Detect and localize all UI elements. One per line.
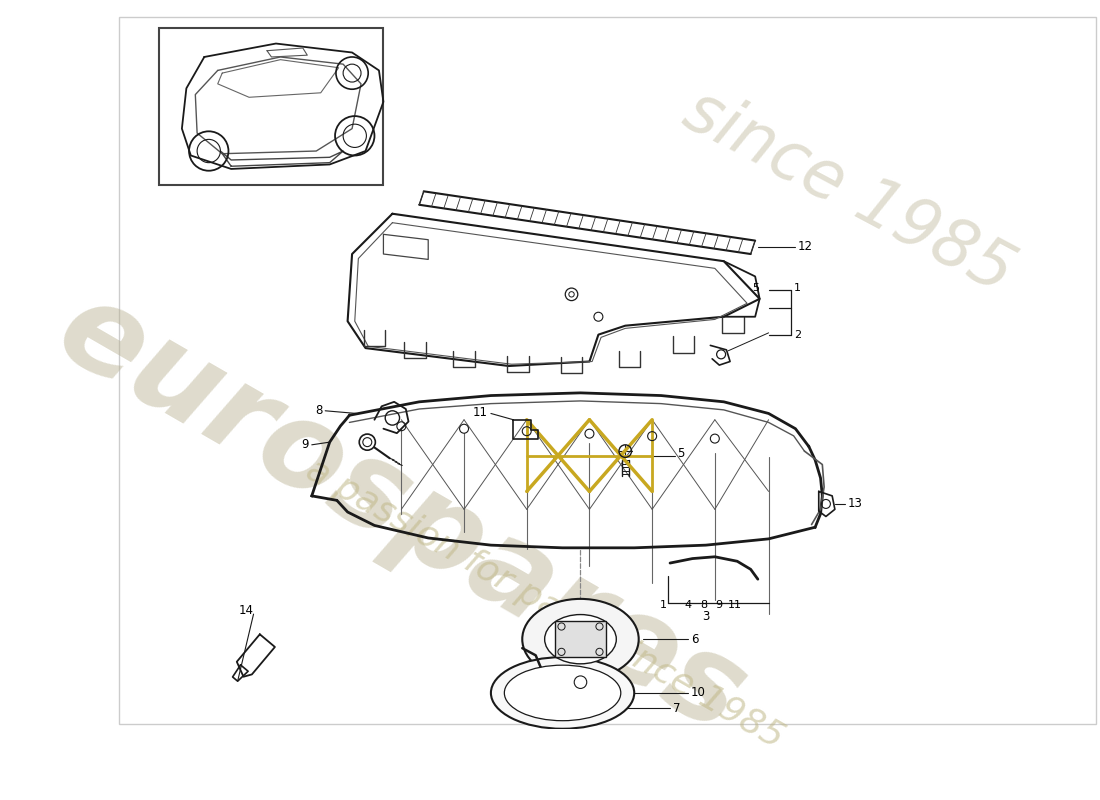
Text: 10: 10: [691, 686, 705, 699]
Text: 1: 1: [659, 600, 667, 610]
Text: 5: 5: [678, 447, 684, 460]
Text: since 1985: since 1985: [673, 77, 1025, 306]
Text: 1: 1: [794, 283, 801, 293]
Text: 11: 11: [472, 406, 487, 419]
Text: a passion for parts since 1985: a passion for parts since 1985: [300, 452, 790, 754]
Bar: [160, 28, 384, 185]
Text: 14: 14: [239, 604, 254, 617]
Ellipse shape: [504, 665, 620, 721]
Text: 5: 5: [752, 283, 760, 293]
Text: 8: 8: [315, 404, 322, 418]
Text: 6: 6: [691, 633, 698, 646]
Text: 9: 9: [715, 600, 722, 610]
Text: 9: 9: [301, 438, 309, 451]
Ellipse shape: [491, 657, 635, 729]
Ellipse shape: [522, 599, 639, 679]
Ellipse shape: [544, 614, 616, 664]
Text: 3: 3: [702, 610, 710, 623]
Text: 8: 8: [701, 600, 707, 610]
Text: 12: 12: [799, 240, 813, 254]
Text: 7: 7: [673, 702, 680, 714]
Text: 4: 4: [684, 600, 692, 610]
Text: 13: 13: [847, 498, 862, 510]
Text: 2: 2: [794, 330, 801, 340]
Text: eurospares: eurospares: [37, 270, 766, 758]
Text: 11: 11: [727, 600, 741, 610]
Bar: [556, 622, 606, 657]
